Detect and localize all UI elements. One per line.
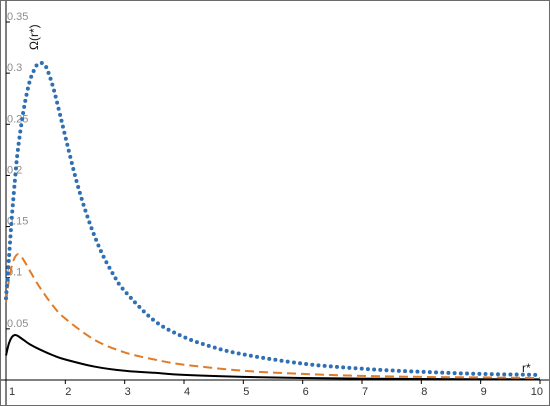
- series-line-dashed: [5, 253, 541, 379]
- y-tick-label: 0.05: [7, 318, 28, 330]
- x-tick-label: 4: [184, 386, 190, 398]
- x-tick-label: 1: [9, 386, 15, 398]
- x-tick-label: 2: [65, 386, 71, 398]
- x-tick-label: 6: [303, 386, 309, 398]
- x-axis-label: r*: [522, 361, 531, 375]
- x-tick-label: 10: [531, 386, 543, 398]
- y-tick-label: 0.2: [7, 164, 22, 176]
- x-tick-label: 8: [421, 386, 427, 398]
- series-line-solid: [5, 333, 541, 381]
- x-tick-label: 3: [125, 386, 131, 398]
- x-tick-label: 7: [362, 386, 368, 398]
- x-tick-label: 5: [243, 386, 249, 398]
- series-line-dotted: [4, 60, 542, 377]
- x-tick-label: 9: [481, 386, 487, 398]
- y-axis-label: Ω(r*): [27, 24, 41, 50]
- y-tick-label: 0.35: [7, 11, 28, 23]
- y-tick-label: 0.3: [7, 62, 22, 74]
- y-tick-label: 0.25: [7, 113, 28, 125]
